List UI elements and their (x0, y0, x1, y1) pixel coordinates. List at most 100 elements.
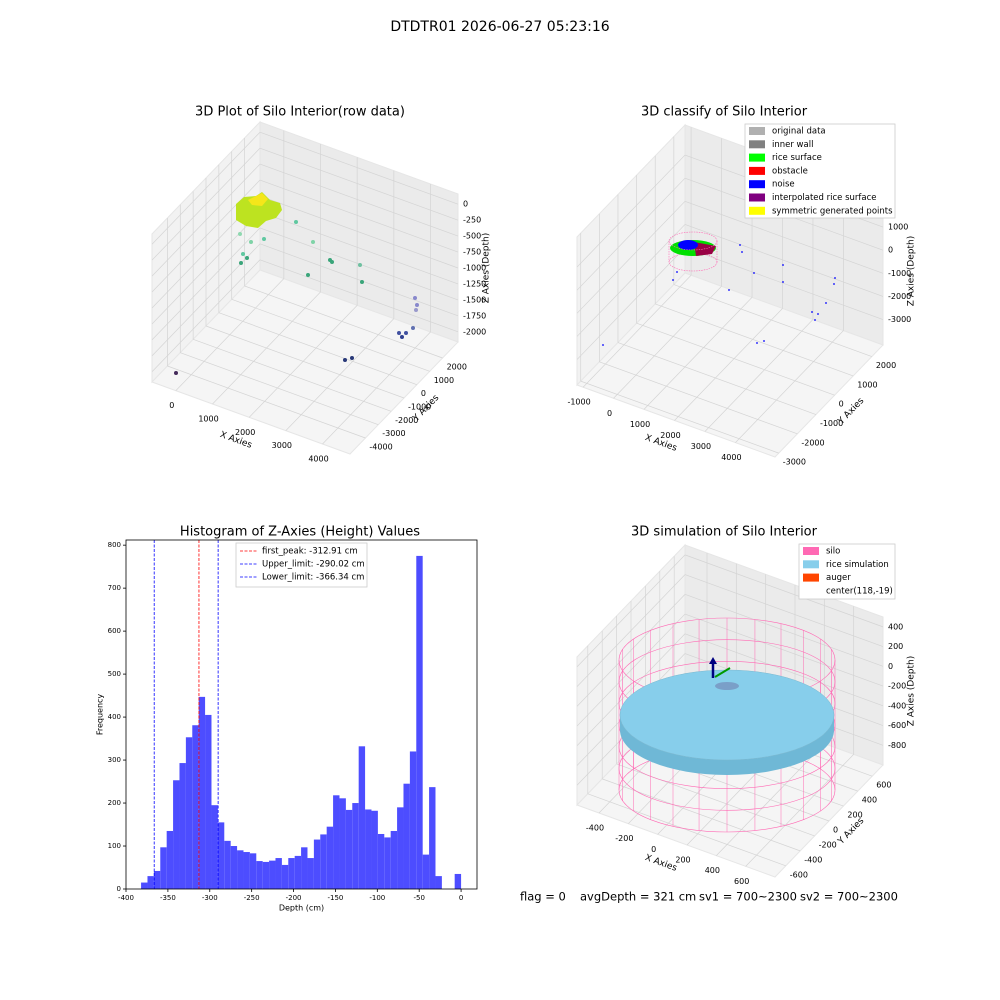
bar (256, 861, 263, 889)
legend: silo rice simulation auger center(118,-19) (798, 543, 896, 600)
y-tick-label: 2000 (447, 363, 467, 372)
grid-line (684, 247, 884, 320)
x-tick-label: -350 (160, 894, 176, 902)
x-tick-label: 0 (651, 845, 656, 854)
z-tick-label: -200 (888, 682, 906, 691)
grid-line (684, 554, 884, 628)
bar (339, 798, 346, 889)
bar (224, 840, 231, 889)
y-tick-label: 500 (108, 670, 121, 678)
y-tick-label: -2000 (395, 416, 418, 425)
x-tick-label: 400 (705, 866, 720, 875)
bar (249, 853, 257, 889)
bar (307, 858, 314, 889)
points (602, 244, 836, 346)
y-tick-label: -3000 (382, 429, 405, 438)
auger-head (709, 657, 717, 664)
grid-line (587, 793, 786, 867)
legend-frame (235, 542, 368, 588)
point (343, 358, 347, 362)
bar (352, 803, 359, 889)
histogram-axes: -400 -350 -300 -250 -200 -150 -100 -50 0 0 100 200 3… (96, 539, 478, 913)
y-tick-label: 600 (876, 781, 891, 790)
grid-line (636, 322, 835, 396)
point (825, 302, 827, 304)
legend-label: original data (772, 127, 826, 137)
figure-title: DTDTR01 2026-06-27 05:23:16 (390, 19, 609, 35)
z-tick-label: -2000 (888, 292, 911, 301)
bar (243, 852, 250, 889)
bar (301, 847, 308, 889)
point (311, 240, 315, 244)
y-tick-label: -1000 (408, 403, 431, 412)
footer-text: flag = 0 (520, 890, 566, 904)
z-axis-label: Z Axies (Depth) (907, 236, 917, 307)
y-axis-label: Frequency (96, 694, 105, 736)
bar (269, 860, 276, 889)
bar (320, 834, 327, 889)
z-tick-label: -600 (888, 721, 906, 730)
footer-text: sv1 = 700~2300 (699, 890, 797, 904)
grid-line (259, 195, 459, 269)
grid-line (259, 243, 459, 317)
bar (429, 787, 436, 889)
x-tick-label: -200 (286, 894, 302, 902)
x-tick-label: -50 (413, 894, 424, 902)
x-tick-label: 600 (734, 877, 749, 886)
grid-line (684, 594, 884, 667)
x-tick-label: 200 (675, 856, 690, 865)
bar (371, 810, 378, 889)
grid-line (576, 574, 686, 687)
x-tick-label: 3000 (272, 441, 292, 450)
point (239, 261, 243, 265)
bar (275, 858, 282, 889)
legend-swatch (803, 547, 819, 555)
y-tick-label: -600 (790, 870, 808, 879)
z-tick-label: 0 (888, 246, 893, 255)
y-tick-label: -200 (819, 840, 837, 849)
point (833, 283, 835, 285)
bar (173, 780, 180, 889)
bar (185, 737, 193, 889)
y-tick-label: -400 (804, 855, 822, 864)
bar (147, 876, 154, 889)
point (763, 340, 765, 342)
bar (333, 795, 340, 889)
grid-line (684, 200, 884, 274)
grid-line (259, 147, 459, 221)
x-tick-label: -400 (118, 894, 134, 902)
z-axis-label: Z Axies (Depth) (907, 656, 917, 727)
auger-arm (714, 667, 731, 678)
bar (217, 822, 225, 889)
axes-3d: -1000 0 1000 2000 3000 4000 -3000 -2000 -1000 0 10… (567, 123, 917, 467)
point (262, 237, 266, 241)
x-tick-label: 0 (169, 401, 174, 410)
x-tick-label: -250 (244, 894, 260, 902)
chart-title: Histogram of Z-Axies (Height) Values (180, 525, 420, 540)
point (400, 335, 404, 339)
legend-label: symmetric generated points (772, 206, 893, 216)
bar (198, 696, 206, 889)
bar (365, 809, 372, 889)
classified-cloud (602, 231, 836, 346)
grid-line (613, 286, 722, 399)
bar (435, 876, 442, 889)
grid-line (576, 633, 686, 747)
bar (326, 826, 334, 889)
bar (288, 858, 295, 889)
legend-frame (744, 123, 896, 219)
grid-line (576, 613, 686, 727)
point (414, 308, 418, 312)
legend-label: rice surface (772, 153, 822, 163)
y-tick-label: -1000 (820, 419, 843, 428)
point (602, 344, 604, 346)
grid-line (259, 179, 459, 253)
point (817, 313, 819, 315)
y-tick-label: -4000 (369, 443, 392, 452)
grid-line (151, 211, 261, 325)
legend-swatch (803, 560, 819, 569)
legend-label: inner wall (772, 140, 813, 150)
grid-line (704, 319, 814, 432)
point (238, 232, 242, 236)
